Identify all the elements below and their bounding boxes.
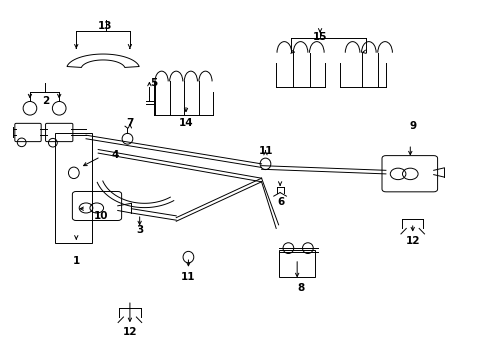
Text: 9: 9 — [408, 121, 415, 131]
Text: 15: 15 — [312, 32, 326, 41]
Text: 11: 11 — [259, 146, 273, 156]
Text: 12: 12 — [122, 327, 137, 337]
Polygon shape — [67, 54, 139, 67]
Text: 13: 13 — [98, 21, 113, 31]
Text: 11: 11 — [181, 272, 195, 282]
Text: 8: 8 — [296, 283, 304, 293]
Text: 2: 2 — [42, 96, 49, 106]
Text: 12: 12 — [405, 236, 419, 246]
Bar — [55, 134, 92, 243]
Text: 5: 5 — [150, 78, 158, 88]
Text: 7: 7 — [126, 118, 133, 128]
Text: 10: 10 — [93, 211, 108, 221]
Text: 6: 6 — [277, 197, 284, 207]
Bar — [278, 250, 315, 277]
Text: 14: 14 — [178, 118, 193, 128]
Text: 3: 3 — [136, 225, 143, 235]
Text: 1: 1 — [73, 256, 80, 266]
Text: 4: 4 — [111, 150, 119, 160]
